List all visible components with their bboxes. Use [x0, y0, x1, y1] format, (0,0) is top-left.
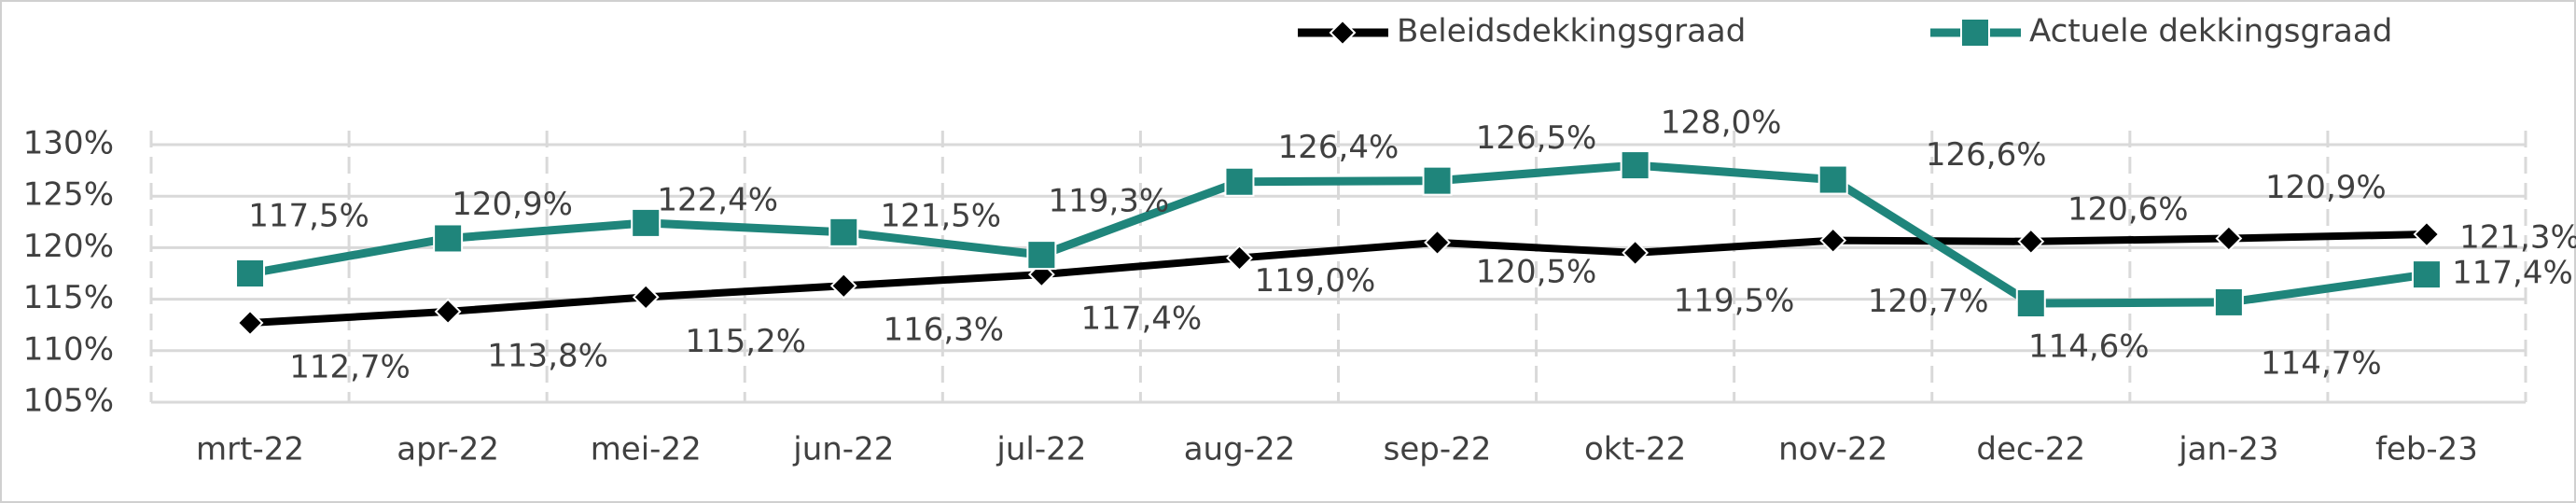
- data-label: 126,4%: [1278, 129, 1399, 166]
- data-label: 117,4%: [1081, 300, 1203, 338]
- data-point: [235, 258, 266, 288]
- data-point: [1226, 245, 1253, 272]
- data-label: 115,2%: [685, 323, 806, 360]
- legend-marker: [1329, 19, 1357, 47]
- data-label: 122,4%: [657, 181, 778, 218]
- data-label: 112,7%: [289, 348, 411, 385]
- y-tick-label: 130%: [23, 125, 114, 162]
- x-tick-label: sep-22: [1384, 431, 1492, 468]
- x-tick-label: jan-23: [2178, 431, 2278, 468]
- data-point: [2017, 228, 2045, 256]
- y-tick-label: 115%: [23, 279, 114, 316]
- data-label: 119,3%: [1049, 183, 1170, 220]
- data-label: 113,8%: [487, 337, 608, 374]
- data-point: [828, 217, 859, 247]
- y-tick-label: 105%: [23, 383, 114, 420]
- data-point: [1620, 150, 1650, 181]
- data-label: 121,5%: [880, 197, 1001, 234]
- data-label: 121,3%: [2459, 219, 2576, 257]
- data-point: [2015, 288, 2046, 319]
- data-point: [1819, 227, 1847, 255]
- x-tick-label: nov-22: [1778, 431, 1887, 468]
- data-point: [2413, 220, 2441, 248]
- data-label: 120,9%: [452, 186, 573, 223]
- data-point: [2213, 286, 2244, 317]
- data-label: 119,5%: [1674, 282, 1795, 319]
- series-line: [249, 231, 2428, 327]
- data-point: [1622, 239, 1650, 267]
- data-point: [2215, 225, 2243, 252]
- y-tick-label: 110%: [23, 330, 114, 368]
- data-point: [433, 223, 464, 254]
- data-label: 126,5%: [1476, 119, 1597, 157]
- legend-label: Beleidsdekkingsgraad: [1397, 13, 1746, 50]
- x-tick-label: mei-22: [591, 431, 702, 468]
- data-point: [631, 207, 661, 238]
- data-label: 120,6%: [2068, 190, 2189, 228]
- legend-marker: [1960, 18, 1990, 48]
- x-tick-label: feb-23: [2375, 431, 2478, 468]
- data-label: 128,0%: [1661, 105, 1782, 142]
- data-point: [236, 309, 264, 337]
- y-tick-label: 125%: [23, 176, 114, 214]
- data-label: 120,9%: [2265, 169, 2387, 206]
- data-point: [1224, 166, 1255, 197]
- data-label: 114,7%: [2261, 344, 2382, 382]
- legend-label: Actuele dekkingsgraad: [2029, 13, 2392, 50]
- data-label: 114,6%: [2028, 328, 2150, 366]
- x-tick-label: apr-22: [397, 431, 499, 468]
- data-point: [434, 298, 462, 326]
- x-tick-label: jul-22: [996, 431, 1086, 468]
- series-line: [249, 161, 2428, 308]
- data-label: 117,5%: [248, 198, 369, 235]
- data-label: 117,4%: [2452, 255, 2573, 292]
- x-tick-label: okt-22: [1584, 431, 1686, 468]
- data-point: [2411, 259, 2442, 290]
- data-point: [1026, 240, 1057, 271]
- data-point: [1424, 229, 1451, 257]
- x-tick-label: aug-22: [1184, 431, 1296, 468]
- x-tick-label: dec-22: [1976, 431, 2085, 468]
- data-point: [1817, 164, 1848, 195]
- data-label: 120,7%: [1868, 283, 1989, 320]
- data-point: [1422, 165, 1453, 196]
- data-point: [632, 283, 660, 311]
- x-tick-label: mrt-22: [196, 431, 304, 468]
- data-label: 126,6%: [1926, 136, 2047, 174]
- data-label: 119,0%: [1255, 262, 1376, 300]
- data-label: 120,5%: [1476, 253, 1597, 290]
- data-point: [829, 272, 857, 300]
- data-label: 116,3%: [883, 312, 1004, 349]
- y-tick-label: 120%: [23, 228, 114, 265]
- x-tick-label: jun-22: [792, 431, 894, 468]
